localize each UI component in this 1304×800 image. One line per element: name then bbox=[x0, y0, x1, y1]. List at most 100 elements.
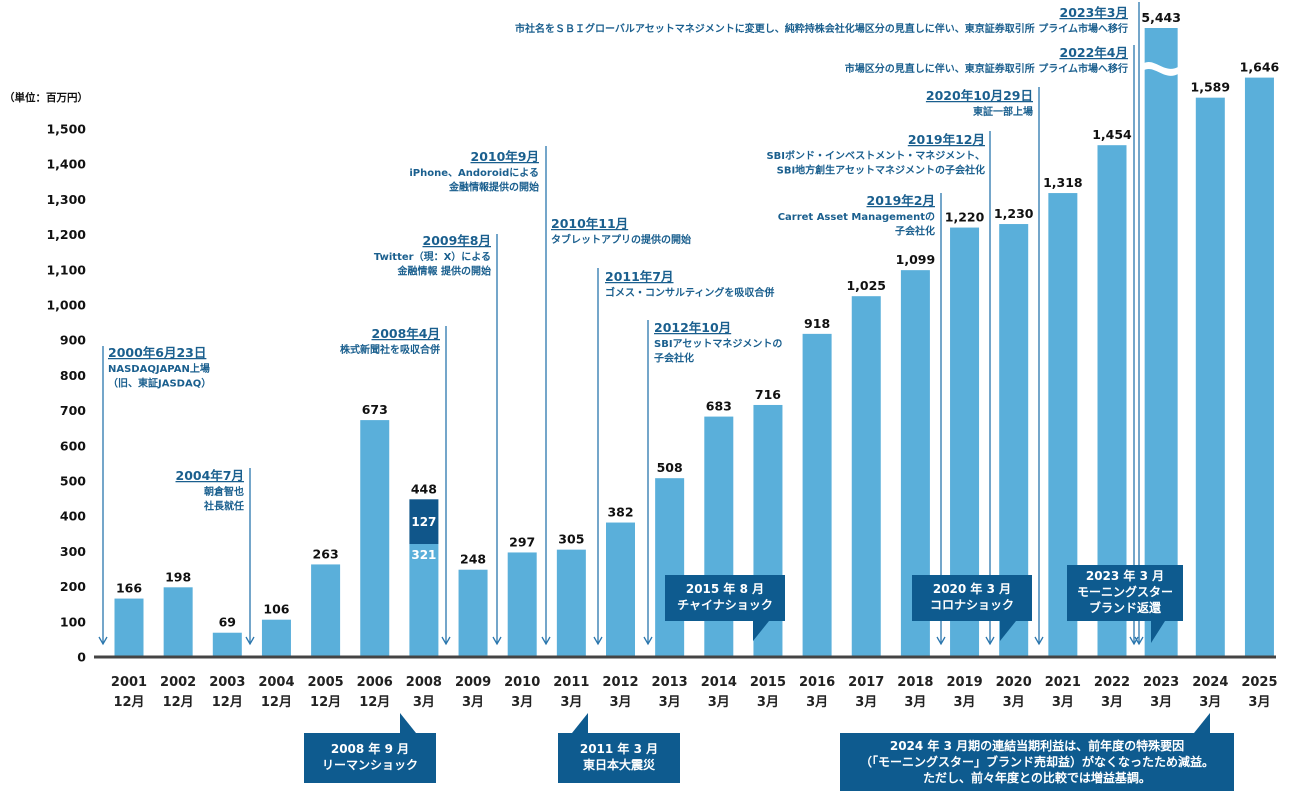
y-tick-label: 300 bbox=[60, 544, 86, 559]
x-tick-year: 2015 bbox=[750, 675, 786, 690]
event-date: 2010年11月 bbox=[551, 216, 628, 231]
bar-value-label: 263 bbox=[313, 546, 339, 561]
x-tick-year: 2005 bbox=[308, 675, 344, 690]
y-tick-label: 1,200 bbox=[46, 227, 86, 242]
bar-value-label: 1,318 bbox=[1043, 175, 1083, 190]
event-date: 2004年7月 bbox=[176, 468, 245, 483]
segment-label: 321 bbox=[411, 548, 436, 562]
bar-value-label: 683 bbox=[706, 399, 732, 414]
bar-value-label: 673 bbox=[362, 402, 388, 417]
event-description: 朝倉智也 bbox=[204, 485, 244, 498]
x-tick-year: 2023 bbox=[1143, 675, 1179, 690]
callout-line: モーニングスター bbox=[1076, 585, 1173, 599]
callout-line: 2015 年 8 月 bbox=[685, 582, 765, 596]
event-description: NASDAQJAPAN上場 bbox=[108, 362, 210, 375]
event-date: 2008年4月 bbox=[372, 326, 441, 341]
x-tick-month: 12月 bbox=[113, 695, 144, 710]
callout-line: 2020 年 3 月 bbox=[932, 582, 1012, 596]
callout-line: チャイナショック bbox=[677, 598, 773, 612]
bar bbox=[1244, 77, 1274, 657]
bar-value-label: 1,220 bbox=[945, 210, 985, 225]
bar bbox=[802, 333, 832, 657]
bar-value-label: 248 bbox=[460, 552, 486, 567]
callout-line: ブランド返還 bbox=[1088, 601, 1161, 615]
x-tick-month: 3月 bbox=[462, 695, 484, 710]
bar-value-label: 166 bbox=[116, 581, 142, 596]
x-tick-month: 3月 bbox=[855, 695, 877, 710]
event-description: 株式新聞社を吸収合併 bbox=[340, 343, 440, 356]
bar-segment bbox=[409, 544, 439, 657]
event-date: 2010年9月 bbox=[471, 149, 540, 164]
x-tick-month: 3月 bbox=[511, 695, 533, 710]
event-description: SBI地方創生アセットマネジメントの子会社化 bbox=[777, 164, 985, 177]
x-tick-month: 3月 bbox=[904, 695, 926, 710]
y-tick-label: 400 bbox=[60, 509, 86, 524]
bar bbox=[1144, 28, 1178, 657]
event-arrow-head bbox=[643, 636, 653, 646]
y-tick-label: 500 bbox=[60, 474, 86, 489]
bar-value-label: 382 bbox=[607, 505, 633, 520]
x-tick-month: 12月 bbox=[163, 695, 194, 710]
bar-value-label: 1,589 bbox=[1191, 80, 1231, 95]
callout-line: 2023 年 3 月 bbox=[1085, 569, 1165, 583]
x-tick-month: 3月 bbox=[1150, 695, 1172, 710]
bar-segment bbox=[409, 499, 439, 545]
y-tick-label: 700 bbox=[60, 403, 86, 418]
bar-value-label: 1,454 bbox=[1092, 127, 1132, 142]
x-tick-month: 3月 bbox=[609, 695, 631, 710]
bar-value-label: 1,646 bbox=[1240, 60, 1280, 75]
bar bbox=[360, 420, 390, 657]
callout-line: 2008 年 9 月 bbox=[330, 742, 410, 756]
bar-value-label: 1,025 bbox=[846, 278, 886, 293]
event-annotation: 2019年12月 SBIボンド・インベストメント・マネジメント、 SBI地方創生アセ… bbox=[766, 131, 995, 646]
event-arrow-head bbox=[98, 636, 108, 646]
x-tick-year: 2018 bbox=[897, 675, 933, 690]
bar-value-label: 508 bbox=[657, 460, 683, 475]
event-description: ゴメス・コンサルティングを吸収合併 bbox=[605, 286, 774, 299]
event-description: Carret Asset Managementの bbox=[778, 212, 935, 223]
y-axis: 0 100 200 300 400 500 600 700 800 900 1,000 1,100 1,… bbox=[46, 122, 86, 665]
event-annotation: 2023年3月市社名をＳＢＩグローバルアセットマネジメントに変更し、純粋持株会社… bbox=[515, 2, 1144, 646]
x-tick-month: 3月 bbox=[659, 695, 681, 710]
callout-line: （「モーニングスター」ブランド売却益）がなくなったため減益。 bbox=[859, 755, 1214, 769]
x-tick-month: 3月 bbox=[806, 695, 828, 710]
y-tick-label: 0 bbox=[77, 650, 86, 665]
bar-value-label: 448 bbox=[411, 481, 437, 496]
event-description: 市社名をＳＢＩグローバルアセットマネジメントに変更し、純粋持株会社化場区分の見直… bbox=[515, 22, 1128, 35]
event-arrow-head bbox=[441, 636, 451, 646]
event-description: 金融情報提供の開始 bbox=[448, 181, 539, 194]
bar-value-label: 5,443 bbox=[1141, 10, 1181, 25]
callout-line: 2011 年 3 月 bbox=[579, 742, 659, 756]
bar bbox=[556, 549, 586, 657]
x-tick-year: 2019 bbox=[946, 675, 982, 690]
x-tick-year: 2004 bbox=[258, 675, 294, 690]
unit-label: （単位：百万円） bbox=[4, 91, 88, 104]
event-arrow-head bbox=[1034, 636, 1044, 646]
y-tick-label: 1,500 bbox=[46, 122, 86, 137]
bar-value-label: 305 bbox=[558, 532, 584, 547]
bar-value-label: 198 bbox=[165, 569, 191, 584]
x-tick-month: 3月 bbox=[954, 695, 976, 710]
x-tick-month: 12月 bbox=[310, 695, 341, 710]
event-annotation: 2000年6月23日 NASDAQJAPAN上場 （旧、東証JASDAQ） bbox=[98, 345, 211, 646]
segment-label: 127 bbox=[411, 515, 436, 529]
bar bbox=[851, 296, 881, 657]
y-tick-label: 600 bbox=[60, 438, 86, 453]
y-tick-label: 800 bbox=[60, 368, 86, 383]
event-description: 子会社化 bbox=[895, 225, 935, 238]
x-tick-year: 2006 bbox=[357, 675, 393, 690]
callout-china-shock: 2015 年 8 月 チャイナショック bbox=[665, 575, 785, 641]
event-description: 市場区分の見直しに伴い、東京証券取引所 プライム市場へ移行 bbox=[845, 62, 1128, 75]
x-tick-year: 2016 bbox=[799, 675, 835, 690]
x-tick-month: 3月 bbox=[1199, 695, 1221, 710]
x-tick-month: 3月 bbox=[1052, 695, 1074, 710]
x-axis: 2001 12月 2002 12月 2003 12月 2004 12月 2005 12月 2006 1… bbox=[94, 655, 1278, 710]
bar bbox=[507, 552, 537, 657]
y-tick-label: 1,300 bbox=[46, 192, 86, 207]
event-date: 2000年6月23日 bbox=[108, 345, 206, 360]
